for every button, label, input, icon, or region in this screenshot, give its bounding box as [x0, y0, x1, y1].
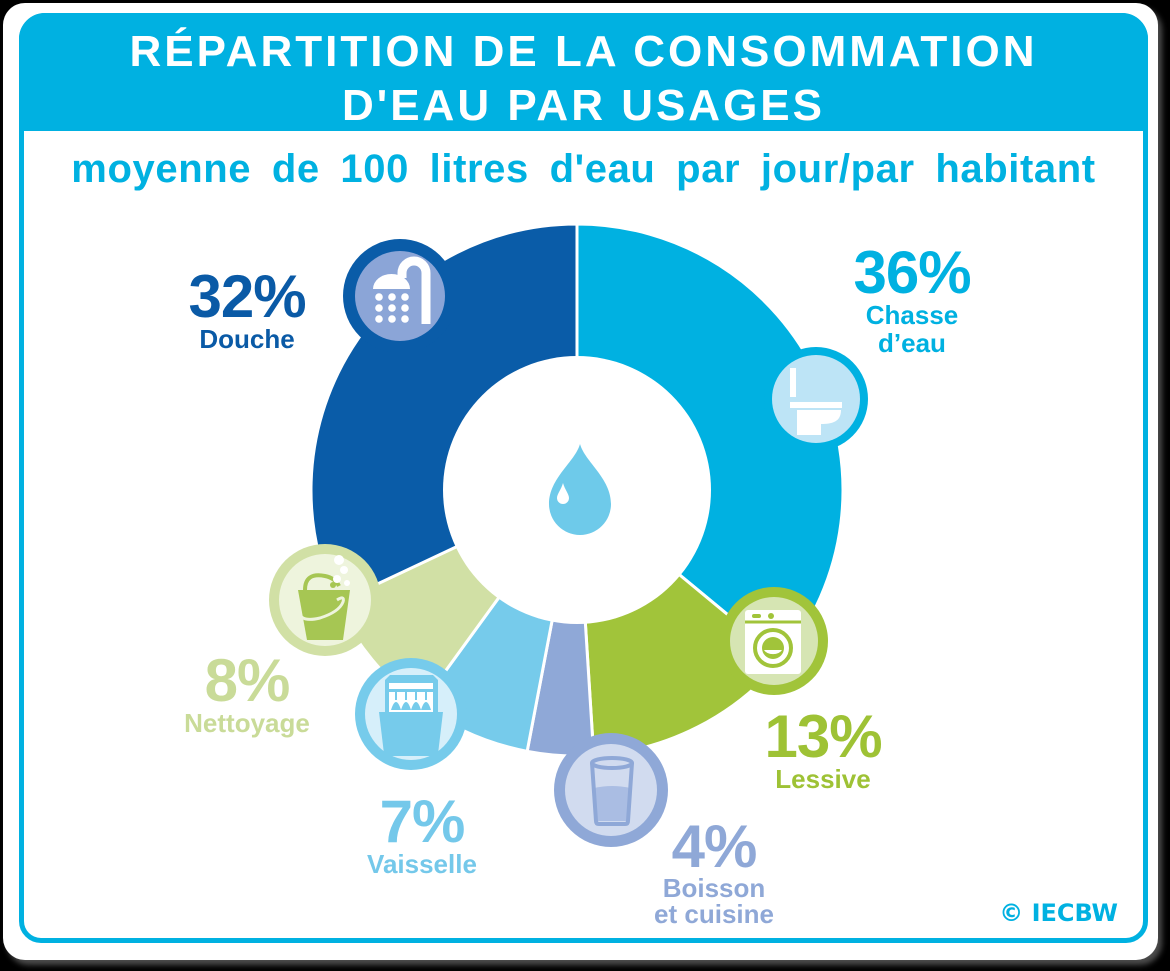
page-title: RÉPARTITION DE LA CONSOMMATION D'EAU PAR…: [19, 25, 1148, 133]
washing-machine-icon: [720, 587, 828, 695]
bucket-icon: [269, 544, 381, 656]
label-boisson-et-cuisine: 4% Boisson et cuisine: [604, 813, 824, 929]
category-name: Lessive: [775, 764, 871, 794]
label-nettoyage: 8% Nettoyage: [137, 647, 357, 738]
category-name: d’eau: [878, 328, 946, 358]
shower-icon: [343, 239, 457, 353]
percent-value: 7%: [379, 788, 466, 855]
copyright-notice: © IECBW: [999, 899, 1118, 927]
label-douche: 32% Douche: [137, 263, 357, 354]
label-chasse-d-eau: 36% Chasse d’eau: [802, 239, 1022, 358]
category-name: Chasse: [865, 300, 959, 330]
card-frame: [19, 13, 1148, 943]
category-name: Boisson: [662, 873, 766, 903]
category-name: et cuisine: [654, 899, 774, 929]
category-name: Vaisselle: [367, 849, 477, 879]
category-name: Douche: [199, 324, 295, 354]
percent-value: 8%: [204, 647, 291, 714]
title-line-1: RÉPARTITION DE LA CONSOMMATION: [129, 27, 1038, 76]
label-lessive: 13% Lessive: [713, 703, 933, 794]
percent-value: 4%: [671, 813, 758, 880]
percent-value: 32%: [188, 263, 306, 330]
subtitle: moyenne de 100 litres d'eau par jour/par…: [71, 147, 1096, 191]
percent-value: 36%: [853, 239, 971, 306]
label-vaisselle: 7% Vaisselle: [312, 788, 532, 879]
category-name: Nettoyage: [184, 708, 310, 738]
title-line-2: D'EAU PAR USAGES: [341, 81, 826, 130]
dishwasher-icon: [355, 658, 467, 770]
glass-icon: [554, 733, 668, 847]
toilet-icon: [764, 347, 868, 451]
water-drop-icon: [549, 444, 611, 535]
percent-value: 13%: [764, 703, 882, 770]
header-banner: [19, 13, 1148, 131]
